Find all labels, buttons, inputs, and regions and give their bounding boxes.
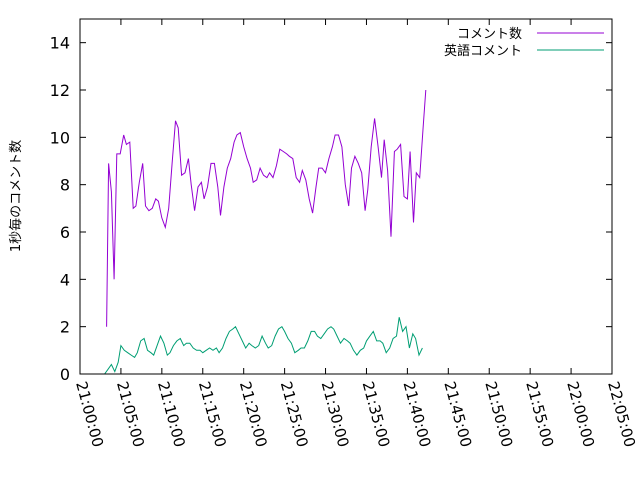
y-tick-label: 10: [50, 128, 70, 147]
x-tick-label: 21:30:00: [318, 379, 353, 449]
y-tick-label: 0: [60, 365, 70, 384]
x-tick-label: 21:55:00: [522, 379, 557, 449]
y-tick-label: 2: [60, 318, 70, 337]
x-tick-label: 21:10:00: [154, 379, 189, 449]
x-tick-label: 21:00:00: [72, 379, 107, 449]
x-tick-label: 21:35:00: [359, 379, 394, 449]
x-tick-label: 21:05:00: [113, 379, 148, 449]
y-axis-label: 1秒毎のコメント数: [8, 140, 24, 252]
x-tick-label: 21:20:00: [236, 379, 271, 449]
legend-label: 英語コメント: [444, 43, 522, 59]
series-line-1: [104, 317, 423, 375]
x-tick-label: 22:05:00: [604, 379, 639, 449]
y-tick-label: 8: [60, 176, 70, 195]
x-tick-label: 21:15:00: [195, 379, 230, 449]
x-tick-label: 21:50:00: [481, 379, 516, 449]
y-tick-label: 6: [60, 223, 70, 242]
plot-frame: [79, 18, 613, 375]
y-tick-label: 14: [50, 34, 70, 53]
x-tick-label: 21:40:00: [400, 379, 435, 449]
x-axis-ticks: 21:00:00 21:05:00 21:10:00 21:15:00 21:20:00…: [72, 19, 639, 449]
y-tick-label: 4: [60, 270, 70, 289]
series-line-0: [106, 89, 427, 327]
x-tick-label: 22:00:00: [563, 379, 598, 449]
series-lines: [104, 89, 427, 375]
y-tick-label: 12: [50, 81, 70, 100]
x-tick-label: 21:45:00: [440, 379, 475, 449]
y-axis-ticks: 0 2 4 6 8 10 12 14: [50, 34, 612, 384]
legend-label: コメント数: [457, 27, 522, 42]
x-tick-label: 21:25:00: [277, 379, 312, 449]
